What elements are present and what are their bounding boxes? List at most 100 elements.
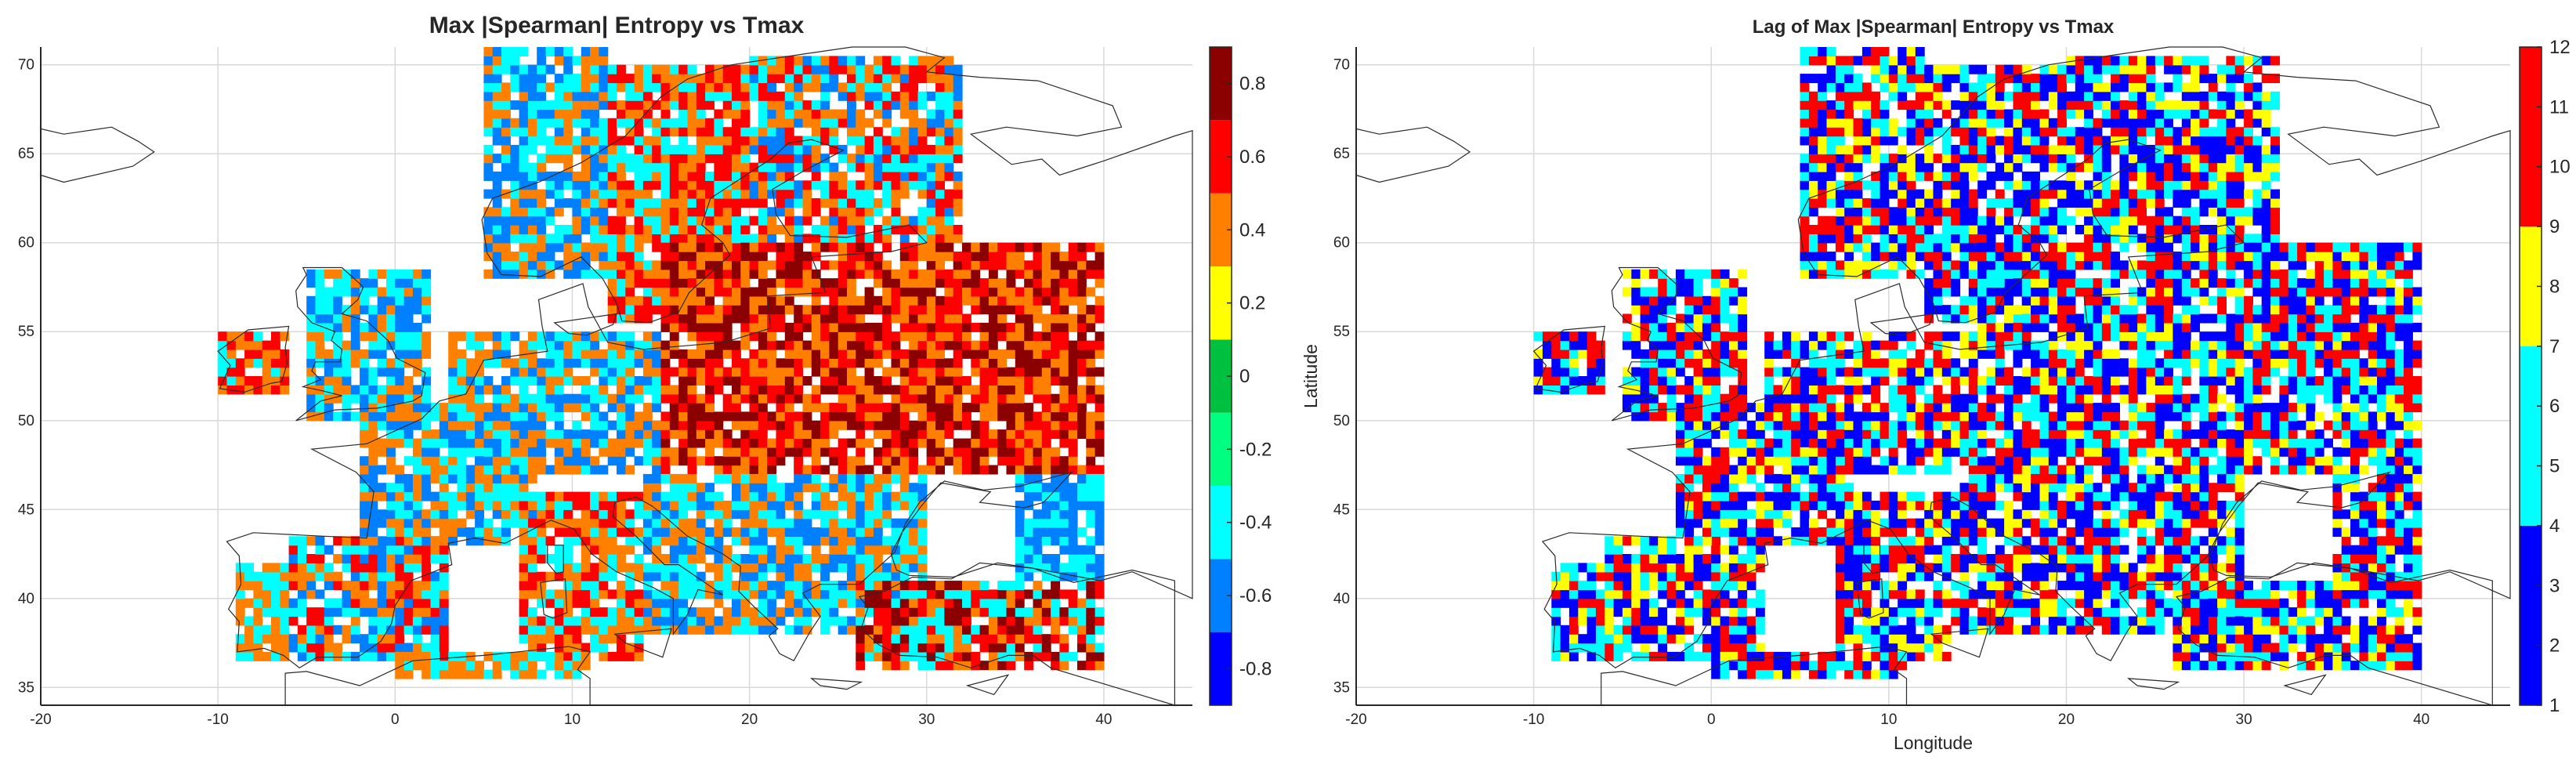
heatmap-cell xyxy=(1094,483,1105,493)
heatmap-cell xyxy=(722,91,733,101)
heatmap-cell xyxy=(483,349,494,359)
heatmap-cell xyxy=(1041,242,1051,252)
heatmap-cell xyxy=(917,545,928,555)
heatmap-cell xyxy=(758,349,768,359)
heatmap-cell xyxy=(988,661,998,671)
heatmap-cell xyxy=(315,643,325,653)
heatmap-cell xyxy=(979,331,990,342)
heatmap-cell xyxy=(864,527,874,537)
heatmap-cell xyxy=(891,171,901,181)
heatmap-cell xyxy=(527,500,537,510)
heatmap-cell xyxy=(527,491,537,501)
heatmap-cell xyxy=(820,109,830,119)
heatmap-cell xyxy=(882,465,892,475)
heatmap-cell xyxy=(722,403,733,413)
heatmap-cell xyxy=(997,331,1008,342)
heatmap-cell xyxy=(1666,571,1677,581)
heatmap-cell xyxy=(1586,643,1597,653)
heatmap-cell xyxy=(599,385,609,395)
heatmap-cell xyxy=(360,509,369,520)
heatmap-cell xyxy=(926,589,936,599)
heatmap-cell xyxy=(1051,536,1060,546)
heatmap-cell xyxy=(634,411,644,422)
heatmap-cell xyxy=(563,198,573,208)
heatmap-cell xyxy=(1033,465,1043,475)
heatmap-cell xyxy=(926,322,936,332)
heatmap-cell xyxy=(395,465,405,475)
heatmap-cell xyxy=(590,403,599,413)
heatmap-cell xyxy=(554,554,564,563)
heatmap-cell xyxy=(749,393,759,404)
heatmap-cell xyxy=(1051,367,1060,377)
heatmap-cell xyxy=(767,581,777,591)
heatmap-cell xyxy=(678,74,689,84)
heatmap-cell xyxy=(545,376,555,386)
heatmap-cell xyxy=(368,393,378,404)
heatmap-cell xyxy=(696,180,706,190)
heatmap-cell xyxy=(732,252,741,262)
heatmap-cell xyxy=(714,473,724,483)
heatmap-cell xyxy=(660,118,671,128)
heatmap-cell xyxy=(617,260,626,270)
heatmap-cell xyxy=(829,56,839,66)
heatmap-cell xyxy=(909,331,919,342)
heatmap-cell xyxy=(847,109,856,119)
heatmap-cell xyxy=(253,376,263,386)
heatmap-cell xyxy=(811,420,821,430)
heatmap-cell xyxy=(838,189,848,199)
heatmap-cell xyxy=(882,260,892,270)
heatmap-cell xyxy=(492,429,502,440)
heatmap-cell xyxy=(439,581,449,591)
heatmap-cell xyxy=(847,313,856,324)
heatmap-cell xyxy=(1041,643,1051,653)
heatmap-cell xyxy=(696,74,706,84)
heatmap-cell xyxy=(350,571,360,581)
heatmap-cell xyxy=(732,260,741,270)
heatmap-cell xyxy=(642,438,653,448)
heatmap-cell xyxy=(333,581,343,591)
heatmap-cell xyxy=(483,127,494,137)
heatmap-cell xyxy=(669,456,679,466)
heatmap-cell xyxy=(537,634,547,644)
heatmap-cell xyxy=(403,295,414,306)
heatmap-cell xyxy=(714,74,724,84)
heatmap-cell xyxy=(669,189,679,199)
heatmap-cell xyxy=(1094,331,1105,342)
heatmap-cell xyxy=(944,634,954,644)
heatmap-cell xyxy=(1059,509,1069,520)
heatmap-cell xyxy=(537,225,547,234)
heatmap-cell xyxy=(537,456,547,466)
heatmap-cell xyxy=(767,616,777,626)
heatmap-cell xyxy=(1640,607,1650,617)
heatmap-cell xyxy=(687,252,697,262)
heatmap-cell xyxy=(519,669,529,679)
heatmap-cell xyxy=(696,616,706,626)
heatmap-cell xyxy=(1086,661,1096,671)
heatmap-cell xyxy=(891,473,901,483)
heatmap-cell xyxy=(660,581,671,591)
heatmap-cell xyxy=(962,465,971,475)
heatmap-cell xyxy=(811,607,821,617)
heatmap-cell xyxy=(501,234,511,244)
heatmap-cell xyxy=(439,527,449,537)
heatmap-cell xyxy=(563,171,573,181)
heatmap-cell xyxy=(439,545,449,555)
heatmap-cell xyxy=(873,180,883,190)
heatmap-cell xyxy=(527,625,537,635)
heatmap-cell xyxy=(811,367,821,377)
heatmap-cell xyxy=(625,305,635,315)
heatmap-cell xyxy=(572,198,582,208)
heatmap-cell xyxy=(545,367,555,377)
heatmap-cell xyxy=(820,367,830,377)
heatmap-cell xyxy=(625,252,635,262)
heatmap-cell xyxy=(749,581,759,591)
heatmap-cell xyxy=(696,518,706,528)
heatmap-cell xyxy=(784,367,794,377)
heatmap-cell xyxy=(732,438,741,448)
heatmap-cell xyxy=(368,465,378,475)
heatmap-cell xyxy=(386,500,396,510)
heatmap-cell xyxy=(501,118,511,128)
heatmap-cell xyxy=(811,234,821,244)
heatmap-cell xyxy=(483,518,494,528)
heatmap-cell xyxy=(811,162,821,172)
